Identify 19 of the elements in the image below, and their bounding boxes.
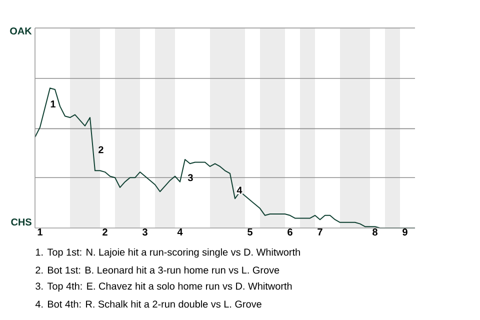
annotation: 4 (236, 186, 242, 194)
x-tick-label: 3 (142, 228, 148, 236)
annotation: 1 (50, 100, 56, 108)
x-tick-label: 7 (318, 228, 322, 236)
text: CHS (11, 218, 32, 226)
text: OAK (10, 27, 32, 35)
annotation: 2 (98, 146, 104, 154)
x-tick-label: 8 (372, 228, 378, 236)
annotation: 3 (188, 174, 193, 182)
text: 2. Bot 1st: B. Leonard hit a 3-run home run vs L. Grove (36, 266, 280, 274)
text: 1. Top 1st: N. Lajoie hit a run-scoring single vs D. Whitworth (36, 248, 300, 258)
text: 4. Bot 4th: R. Schalk hit a 2-run double vs L. Grove (35, 300, 262, 308)
x-tick-label: 5 (248, 228, 252, 236)
x-tick-label: 1 (38, 228, 42, 236)
text: 3. Top 4th: E. Chavez hit a solo home run vs D. Whitworth (36, 282, 292, 292)
x-tick-label: 4 (177, 228, 183, 236)
x-tick-label: 9 (402, 228, 408, 236)
x-tick-label: 2 (102, 228, 108, 236)
x-tick-label: 6 (288, 228, 292, 236)
